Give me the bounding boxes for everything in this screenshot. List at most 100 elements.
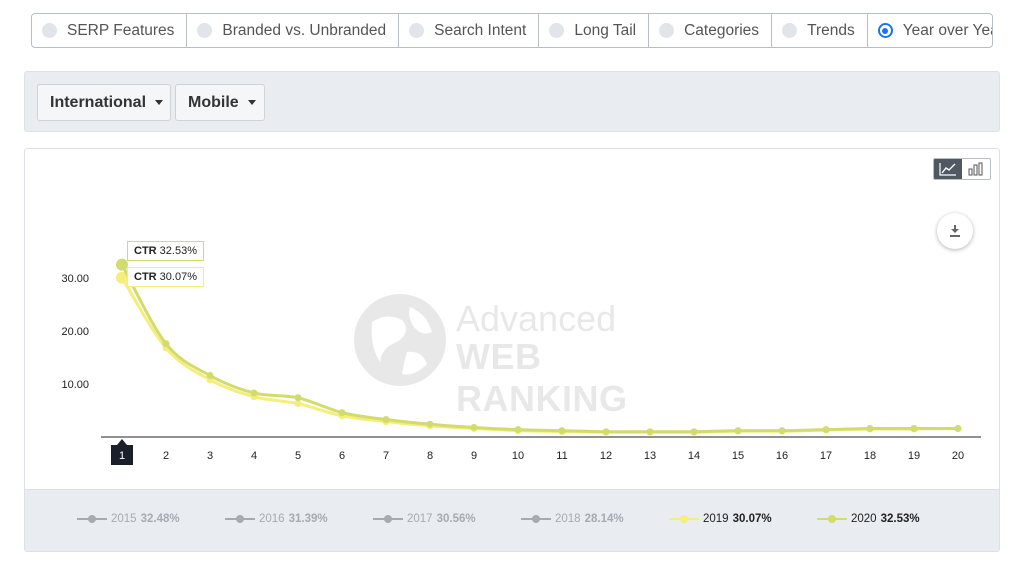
tab-label: Trends [807, 21, 855, 39]
legend-value: 30.07% [732, 513, 772, 525]
data-point-2020 [294, 394, 302, 402]
region-dropdown-label: International [50, 93, 147, 111]
radio-icon [197, 23, 213, 38]
data-point-2020 [690, 428, 698, 436]
tab-label: SERP Features [67, 21, 175, 39]
x-tick-label: 6 [339, 450, 345, 462]
device-dropdown-label: Mobile [188, 93, 239, 111]
bar-chart-icon [968, 162, 983, 176]
radio-icon [549, 23, 565, 38]
radio-selected-icon [877, 23, 893, 38]
data-point-2020 [646, 428, 654, 436]
tab-label: Search Intent [434, 21, 527, 39]
data-point-2020 [910, 425, 918, 433]
legend-item-2016[interactable]: 2016 31.39% [225, 513, 328, 525]
legend-value: 32.48% [140, 513, 180, 525]
line-chart-icon [939, 163, 956, 176]
x-tick-label: 9 [471, 450, 477, 462]
legend-item-2015[interactable]: 2015 32.48% [77, 513, 180, 525]
radio-icon [782, 23, 798, 38]
data-point-2020 [470, 423, 478, 431]
series-line-2020 [120, 263, 958, 434]
data-point-2020 [514, 426, 522, 434]
region-dropdown[interactable]: International [37, 84, 171, 121]
x-tick-label: 11 [556, 450, 567, 462]
x-tick-label: 18 [864, 450, 876, 462]
series-line-2019 [120, 276, 959, 434]
data-point-2020 [734, 427, 742, 435]
y-tick-label: 10.00 [61, 379, 89, 391]
tooltip-label: CTR [134, 271, 157, 283]
x-tick-label: 2 [163, 450, 169, 462]
x-tick-label: 16 [776, 450, 788, 462]
legend-line-icon [669, 515, 699, 523]
x-tick-label: 10 [512, 450, 524, 462]
tab-long-tail[interactable]: Long Tail [539, 14, 650, 47]
data-point-2020 [116, 258, 128, 271]
data-point-2020 [866, 425, 874, 433]
data-point-2020 [206, 372, 214, 380]
x-tick-label: 17 [820, 450, 832, 462]
legend-value: 32.53% [880, 513, 920, 525]
legend-item-2018[interactable]: 2018 28.14% [521, 513, 624, 525]
legend-item-2019[interactable]: 2019 30.07% [669, 513, 772, 525]
device-dropdown[interactable]: Mobile [175, 84, 265, 121]
bar-view-button[interactable] [962, 159, 990, 179]
tab-categories[interactable]: Categories [649, 14, 773, 47]
tab-year-over-year[interactable]: Year over Year [868, 14, 992, 47]
x-tick-label: 4 [251, 450, 257, 462]
legend-year: 2019 [703, 513, 729, 525]
legend-value: 28.14% [584, 513, 624, 525]
data-point-2020 [778, 427, 786, 435]
x-tick-label: 19 [908, 450, 920, 462]
legend-item-2020[interactable]: 2020 32.53% [817, 513, 920, 525]
filter-bar: International Mobile [24, 71, 1000, 132]
caret-down-icon [247, 100, 256, 105]
tooltip-value: 32.53% [159, 245, 197, 257]
download-button[interactable] [937, 213, 973, 249]
chart-legend: 2015 32.48% 2016 31.39% 2017 30.56% 2018… [25, 489, 999, 551]
radio-icon [42, 23, 57, 38]
data-point-2020 [338, 409, 346, 417]
x-tick-label: 20 [952, 450, 964, 462]
data-point-2020 [250, 389, 258, 397]
data-point-2020 [602, 428, 610, 436]
x-tick-selected-highlight [111, 445, 133, 465]
tooltip-2020: CTR 32.53% [127, 241, 204, 261]
legend-year: 2016 [259, 513, 285, 525]
tab-label: Categories [684, 21, 760, 39]
radio-icon [409, 23, 425, 38]
x-tick-label: 8 [427, 450, 433, 462]
tab-branded-vs-unbranded[interactable]: Branded vs. Unbranded [187, 14, 400, 47]
tooltip-label: CTR [134, 245, 157, 257]
report-tabs: SERP Features Branded vs. Unbranded Sear… [31, 13, 993, 48]
data-point-2020 [822, 426, 830, 434]
tab-label: Branded vs. Unbranded [222, 21, 387, 39]
x-tick-label: 14 [688, 450, 700, 462]
x-tick-label: 3 [207, 450, 213, 462]
legend-item-2017[interactable]: 2017 30.56% [373, 513, 476, 525]
line-view-button[interactable] [934, 159, 962, 179]
x-tick-label: 7 [383, 450, 389, 462]
x-tick-label: 1 [119, 450, 125, 462]
legend-line-icon [225, 515, 255, 523]
legend-line-icon [373, 515, 403, 523]
tooltip-2019: CTR 30.07% [127, 267, 204, 287]
tooltip-value: 30.07% [159, 271, 197, 283]
legend-value: 31.39% [288, 513, 328, 525]
y-tick-label: 30.00 [61, 273, 89, 285]
data-point-2020 [426, 420, 434, 428]
tab-trends[interactable]: Trends [772, 14, 868, 47]
legend-year: 2017 [407, 513, 433, 525]
tab-search-intent[interactable]: Search Intent [399, 14, 540, 47]
tab-serp-features[interactable]: SERP Features [32, 14, 188, 47]
tab-label: Long Tail [574, 21, 637, 39]
data-point-2019 [294, 400, 302, 408]
radio-icon [659, 23, 675, 38]
legend-year: 2015 [111, 513, 137, 525]
data-point-2020 [382, 416, 390, 424]
x-tick-label: 15 [732, 450, 744, 462]
data-point-2020 [558, 427, 566, 435]
data-point-2020 [162, 340, 170, 348]
